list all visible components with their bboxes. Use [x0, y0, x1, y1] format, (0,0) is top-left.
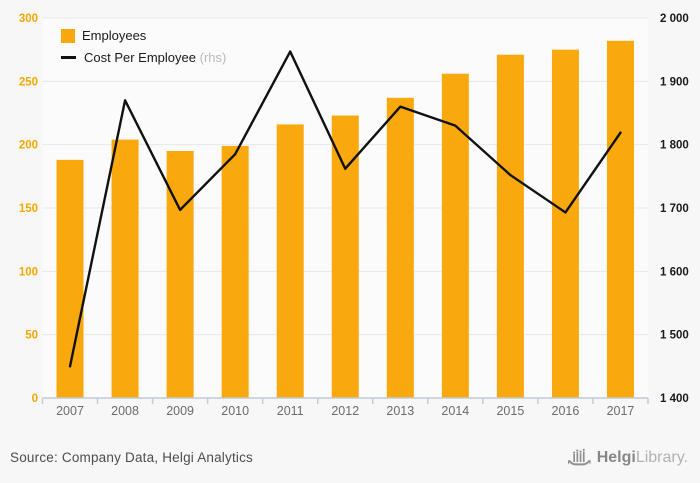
bar	[551, 49, 579, 399]
left-tick-label: 250	[19, 76, 38, 88]
year-label: 2008	[111, 404, 139, 418]
right-tick-label: 1 900	[660, 76, 689, 88]
chart-canvas: 0 50 100 150 200 250 300 1 400 1 500 1 600 1 700 1 …	[19, 13, 689, 418]
right-tick-label: 1 400	[660, 393, 689, 405]
year-label: 2007	[56, 404, 84, 418]
legend: Employees Cost Per Employee (rhs)	[61, 28, 226, 65]
year-label: 2014	[441, 404, 469, 418]
employees-swatch	[61, 28, 75, 43]
bar	[606, 40, 634, 399]
year-label: 2016	[552, 404, 580, 418]
ship-icon	[567, 448, 591, 466]
bar	[441, 73, 469, 398]
logo-text: HelgiLibrary.	[596, 448, 688, 466]
legend-item-cost-per-employee: Cost Per Employee (rhs)	[61, 50, 226, 65]
helgi-library-logo: HelgiLibrary.	[567, 447, 688, 468]
left-tick-label: 150	[19, 203, 38, 215]
bar	[221, 145, 249, 398]
bar	[496, 54, 524, 398]
year-label: 2009	[166, 404, 194, 418]
left-tick-label: 0	[32, 393, 38, 405]
left-tick-label: 200	[19, 140, 38, 152]
chart: 0 50 100 150 200 250 300 1 400 1 500 1 600 1 700 1 …	[19, 13, 689, 418]
bar	[276, 124, 304, 399]
left-tick-label: 50	[25, 330, 38, 342]
year-label: 2017	[607, 404, 635, 418]
year-label: 2012	[331, 404, 359, 418]
year-label: 2011	[277, 404, 304, 418]
bar	[331, 115, 359, 399]
right-tick-label: 2 000	[660, 13, 689, 25]
legend-label-cost: Cost Per Employee (rhs)	[84, 50, 227, 65]
right-tick-label: 1 800	[660, 140, 689, 152]
year-label: 2013	[386, 404, 414, 418]
year-label: 2010	[221, 404, 249, 418]
footer: Source: Company Data, Helgi Analytics He…	[0, 438, 700, 483]
legend-label-employees: Employees	[82, 28, 147, 43]
right-tick-label: 1 500	[660, 330, 689, 342]
year-label: 2015	[496, 404, 524, 418]
bar	[56, 159, 84, 398]
left-tick-label: 100	[19, 266, 38, 278]
legend-item-employees: Employees	[61, 28, 226, 43]
cost-line-swatch	[61, 56, 76, 59]
source-text: Source: Company Data, Helgi Analytics	[10, 450, 254, 465]
cost-per-employee-line	[68, 50, 622, 368]
right-tick-label: 1 700	[660, 203, 689, 215]
bar	[386, 97, 414, 399]
bar	[111, 139, 139, 398]
right-tick-label: 1 600	[660, 266, 689, 278]
bar	[166, 151, 194, 398]
rhs-suffix: (rhs)	[199, 50, 227, 65]
left-tick-label: 300	[19, 13, 38, 25]
